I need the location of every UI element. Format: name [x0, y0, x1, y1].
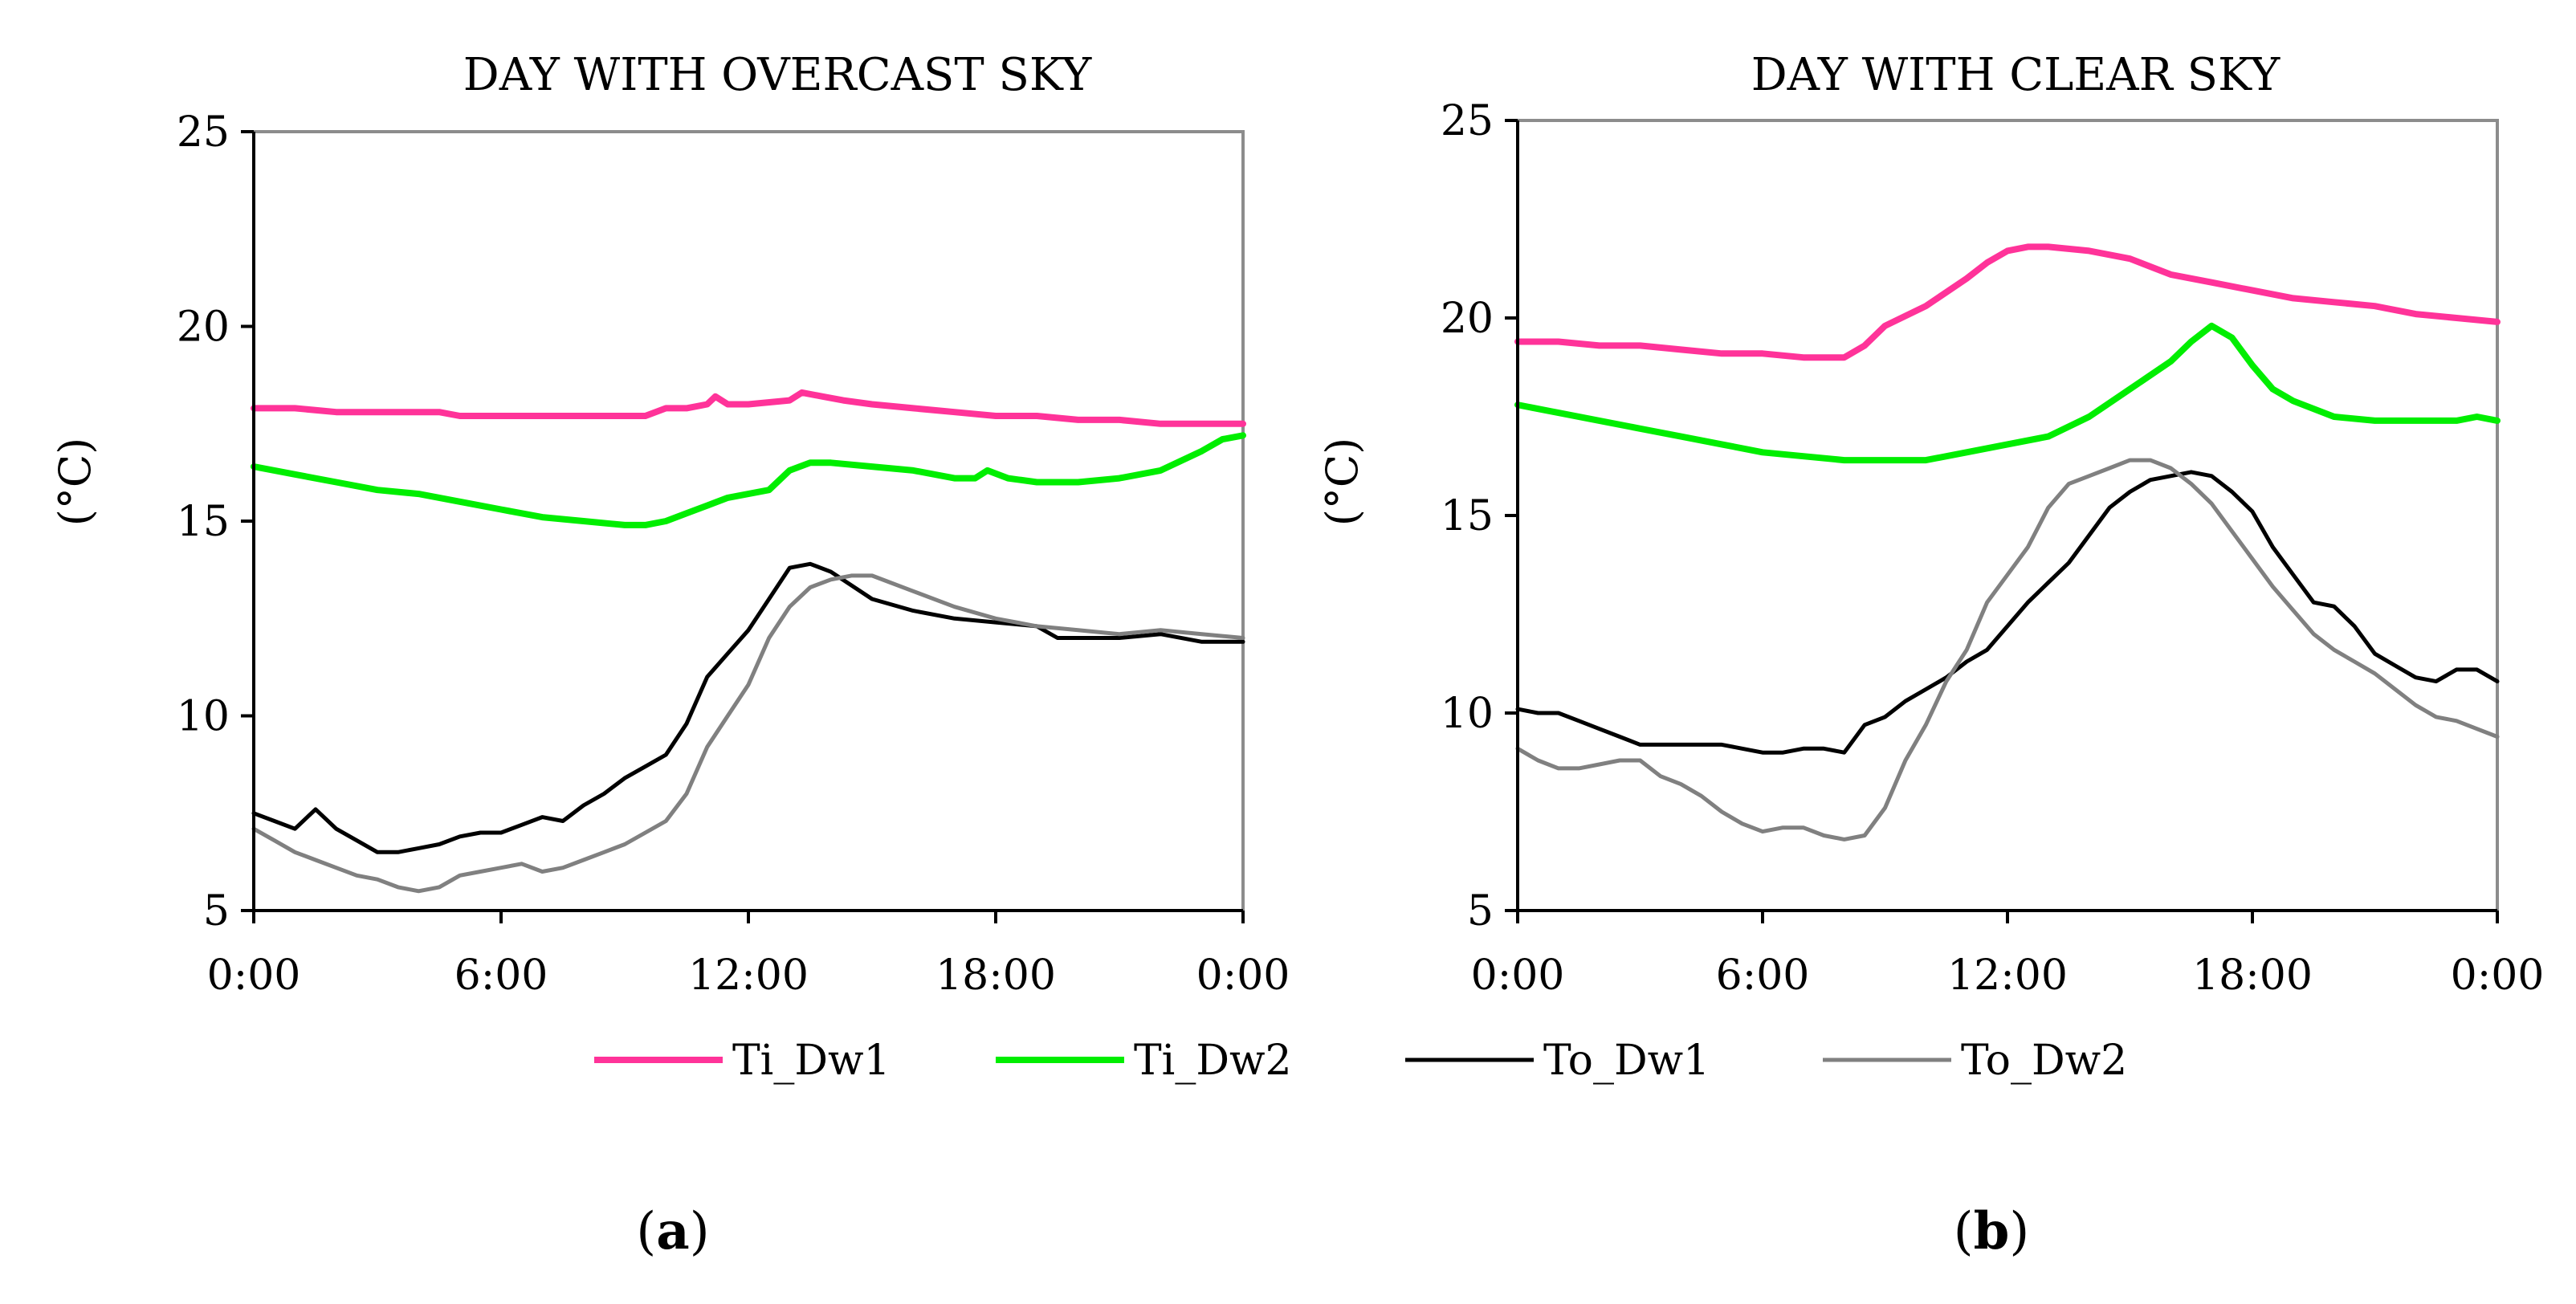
panel-b-series-ti-dw1	[1514, 243, 2501, 361]
legend-item-to-dw2: To_Dw2	[1823, 1037, 2127, 1085]
panel-b-x-tick-label: 12:00	[1947, 952, 2068, 1000]
panel-b-x-tick-label: 0:00	[1471, 952, 1565, 1000]
panel-b-y-axis-label: (°C)	[1317, 438, 1367, 526]
panel-b-title: DAY WITH CLEAR SKY	[1751, 49, 2281, 101]
legend-item-ti-dw2: Ti_Dw2	[996, 1037, 1292, 1085]
legend: Ti_Dw1 Ti_Dw2 To_Dw1 To_Dw2	[594, 1037, 2127, 1085]
panel-b-series-to-dw2	[1515, 458, 2500, 841]
panel-b-label-letter: b	[1974, 1201, 2010, 1261]
panel-b-x-tick-label: 6:00	[1716, 952, 1810, 1000]
panel-a-y-tick-label: 20	[177, 304, 230, 352]
panel-a-y-tick-label: 25	[177, 108, 230, 157]
panel-a-label: (a)	[636, 1201, 709, 1261]
panel-b-y-tick-label: 25	[1441, 97, 1494, 145]
panel-a-y-tick-label: 5	[203, 887, 230, 935]
panel-a-series-ti-dw2	[251, 432, 1246, 528]
panel-b-series-ti-dw2	[1514, 322, 2501, 464]
panel-a-y-axis-label: (°C)	[50, 438, 100, 526]
panel-a-marks: 5 10 15 20 25 0:00 6:00 12:00 18:00 0:00	[177, 108, 1290, 1000]
legend-item-to-dw1: To_Dw1	[1405, 1037, 1710, 1085]
panel-b-marks: 5 10 15 20 25 0:00 6:00 12:00 18:00 0:00	[1441, 97, 2545, 1000]
panel-a-y-tick-label: 10	[177, 693, 230, 741]
panel-b-series-to-dw1	[1515, 470, 2500, 755]
panel-b-x-tick-label: 18:00	[2192, 952, 2313, 1000]
panel-a-series-to-dw2	[251, 573, 1245, 894]
legend-label: Ti_Dw2	[1134, 1037, 1292, 1085]
panel-b-plot-frame	[1516, 119, 2499, 912]
panel-a-title: DAY WITH OVERCAST SKY	[463, 49, 1092, 101]
panel-a-series-to-dw1	[251, 561, 1245, 854]
panel-b-label: (b)	[1954, 1201, 2030, 1261]
panel-a-x-tick-label: 18:00	[935, 952, 1056, 1000]
panel-a-plot-frame	[252, 130, 1245, 912]
panel-b-chart: DAY WITH CLEAR SKY (°C) 5 10 15 20 25 0:00 6:0…	[1317, 49, 2544, 1000]
panel-b-y-tick-label: 15	[1441, 492, 1494, 540]
panel-a-chart: DAY WITH OVERCAST SKY (°C) 5 10 15 20 25 0:00…	[50, 49, 1290, 1000]
panel-b-y-tick-label: 20	[1441, 295, 1494, 343]
legend-item-ti-dw1: Ti_Dw1	[594, 1037, 891, 1085]
panel-b-x-tick-label: 0:00	[2451, 952, 2545, 1000]
panel-a-label-letter: a	[656, 1201, 689, 1261]
legend-label: To_Dw1	[1543, 1037, 1710, 1085]
panel-a-x-tick-label: 12:00	[688, 952, 809, 1000]
panel-a-x-tick-label: 6:00	[454, 952, 548, 1000]
panel-a-x-tick-label: 0:00	[207, 952, 301, 1000]
legend-label: Ti_Dw1	[732, 1037, 891, 1085]
panel-a-y-tick-label: 15	[177, 498, 230, 546]
legend-label: To_Dw2	[1961, 1037, 2127, 1085]
panel-b-y-tick-label: 5	[1467, 887, 1494, 935]
panel-a-x-tick-label: 0:00	[1196, 952, 1290, 1000]
panel-b-y-tick-label: 10	[1441, 690, 1494, 738]
panel-a-series-ti-dw1	[251, 389, 1246, 427]
